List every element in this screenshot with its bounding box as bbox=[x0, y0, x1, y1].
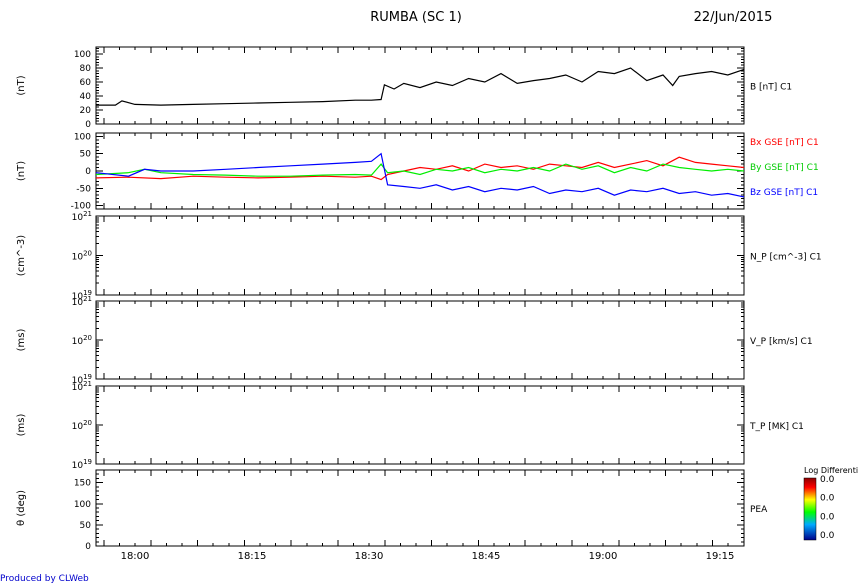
chart-title: RUMBA (SC 1) bbox=[370, 10, 462, 25]
y-tick-label: 100 bbox=[74, 50, 91, 60]
y-tick-label: 1021 bbox=[72, 295, 92, 308]
plot-frame bbox=[95, 469, 745, 547]
colorbar-label: 0.0 bbox=[820, 494, 835, 504]
colorbar-label: 0.0 bbox=[820, 512, 835, 522]
colorbar-label: 0.0 bbox=[820, 475, 835, 485]
right-label: T_P [MK] C1 bbox=[749, 422, 804, 432]
x-tick-label: 19:15 bbox=[706, 551, 735, 562]
x-tick-label: 18:15 bbox=[238, 551, 267, 562]
y-tick-label: 1020 bbox=[72, 334, 92, 347]
plot-frame bbox=[95, 300, 745, 380]
series-line-0 bbox=[95, 156, 745, 181]
x-tick-label: 19:00 bbox=[589, 551, 618, 562]
y-tick-label: 1019 bbox=[72, 373, 92, 386]
y-tick-label: 1019 bbox=[72, 458, 92, 471]
right-label: B [nT] C1 bbox=[750, 83, 792, 93]
plot-frame bbox=[95, 46, 745, 125]
y-tick-label: 50 bbox=[80, 150, 92, 160]
chart-date: 22/Jun/2015 bbox=[694, 10, 773, 25]
y-axis-label: (ms) bbox=[16, 329, 27, 352]
y-tick-label: 50 bbox=[80, 521, 92, 531]
plot-frame bbox=[95, 215, 745, 296]
y-tick-label: 60 bbox=[80, 78, 92, 88]
y-tick-label: 100 bbox=[74, 132, 91, 142]
y-tick-label: 0 bbox=[85, 120, 91, 130]
y-tick-label: 100 bbox=[74, 500, 91, 510]
y-tick-label: 1020 bbox=[72, 419, 92, 432]
right-label: V_P [km/s] C1 bbox=[750, 337, 813, 347]
y-axis-label: (nT) bbox=[16, 75, 27, 95]
y-axis-label: (nT) bbox=[16, 161, 27, 181]
y-axis-label: (cm^-3) bbox=[16, 235, 27, 276]
colorbar-title: Log Differenti bbox=[804, 466, 858, 475]
y-axis-label: θ (deg) bbox=[16, 490, 27, 526]
y-tick-label: 80 bbox=[80, 64, 92, 74]
panels: (nT) 0 20 40 60 80 100 B [nT] C1 (nT) -100 -50 0 50 1… bbox=[16, 46, 858, 562]
y-tick-label: 1021 bbox=[72, 210, 92, 223]
right-label: Bx GSE [nT] C1 bbox=[750, 138, 819, 148]
y-tick-label: 0 bbox=[85, 542, 91, 552]
y-tick-label: -100 bbox=[71, 202, 92, 212]
y-tick-label: 150 bbox=[74, 479, 91, 489]
panel-pea: θ (deg) 18:00 18:15 18:30 18:45 19:00 19:15 0 50… bbox=[16, 466, 858, 562]
panel-tp: (ms) 1021 1020 1019 T_P [MK] C1 bbox=[16, 380, 804, 471]
x-tick-label: 18:30 bbox=[355, 551, 384, 562]
y-axis-label: (ms) bbox=[16, 414, 27, 437]
series-line-0 bbox=[96, 67, 745, 106]
series-line-2 bbox=[95, 152, 745, 198]
y-tick-label: 20 bbox=[80, 106, 92, 116]
y-tick-label: 0 bbox=[85, 167, 91, 177]
y-tick-label: 40 bbox=[80, 92, 92, 102]
right-label: PEA bbox=[750, 505, 768, 515]
y-tick-label: 1021 bbox=[72, 380, 92, 393]
right-label: By GSE [nT] C1 bbox=[750, 163, 819, 173]
y-tick-label: -50 bbox=[76, 184, 91, 194]
panel-b: (nT) 0 20 40 60 80 100 B [nT] C1 bbox=[16, 46, 792, 130]
plot-frame bbox=[95, 385, 745, 465]
right-label: N_P [cm^-3] C1 bbox=[750, 253, 822, 263]
y-tick-label: 1020 bbox=[72, 250, 92, 263]
panel-np: (cm^-3) 1021 1020 1019 N_P [cm^-3] C1 bbox=[16, 210, 822, 302]
y-tick-label: 1019 bbox=[72, 289, 92, 302]
series-line-1 bbox=[95, 163, 745, 177]
colorbar bbox=[803, 477, 817, 541]
panel-bxyz: (nT) -100 -50 0 50 100 Bx GSE [nT] C1 By GSE [n… bbox=[16, 132, 819, 211]
x-tick-label: 18:00 bbox=[121, 551, 150, 562]
x-tick-label: 18:45 bbox=[472, 551, 501, 562]
colorbar-label: 0.0 bbox=[820, 531, 835, 541]
right-label: Bz GSE [nT] C1 bbox=[750, 188, 818, 198]
panel-vp: (ms) 1021 1020 1019 V_P [km/s] C1 bbox=[16, 295, 813, 386]
credit-text: Produced by CLWeb bbox=[0, 574, 89, 584]
